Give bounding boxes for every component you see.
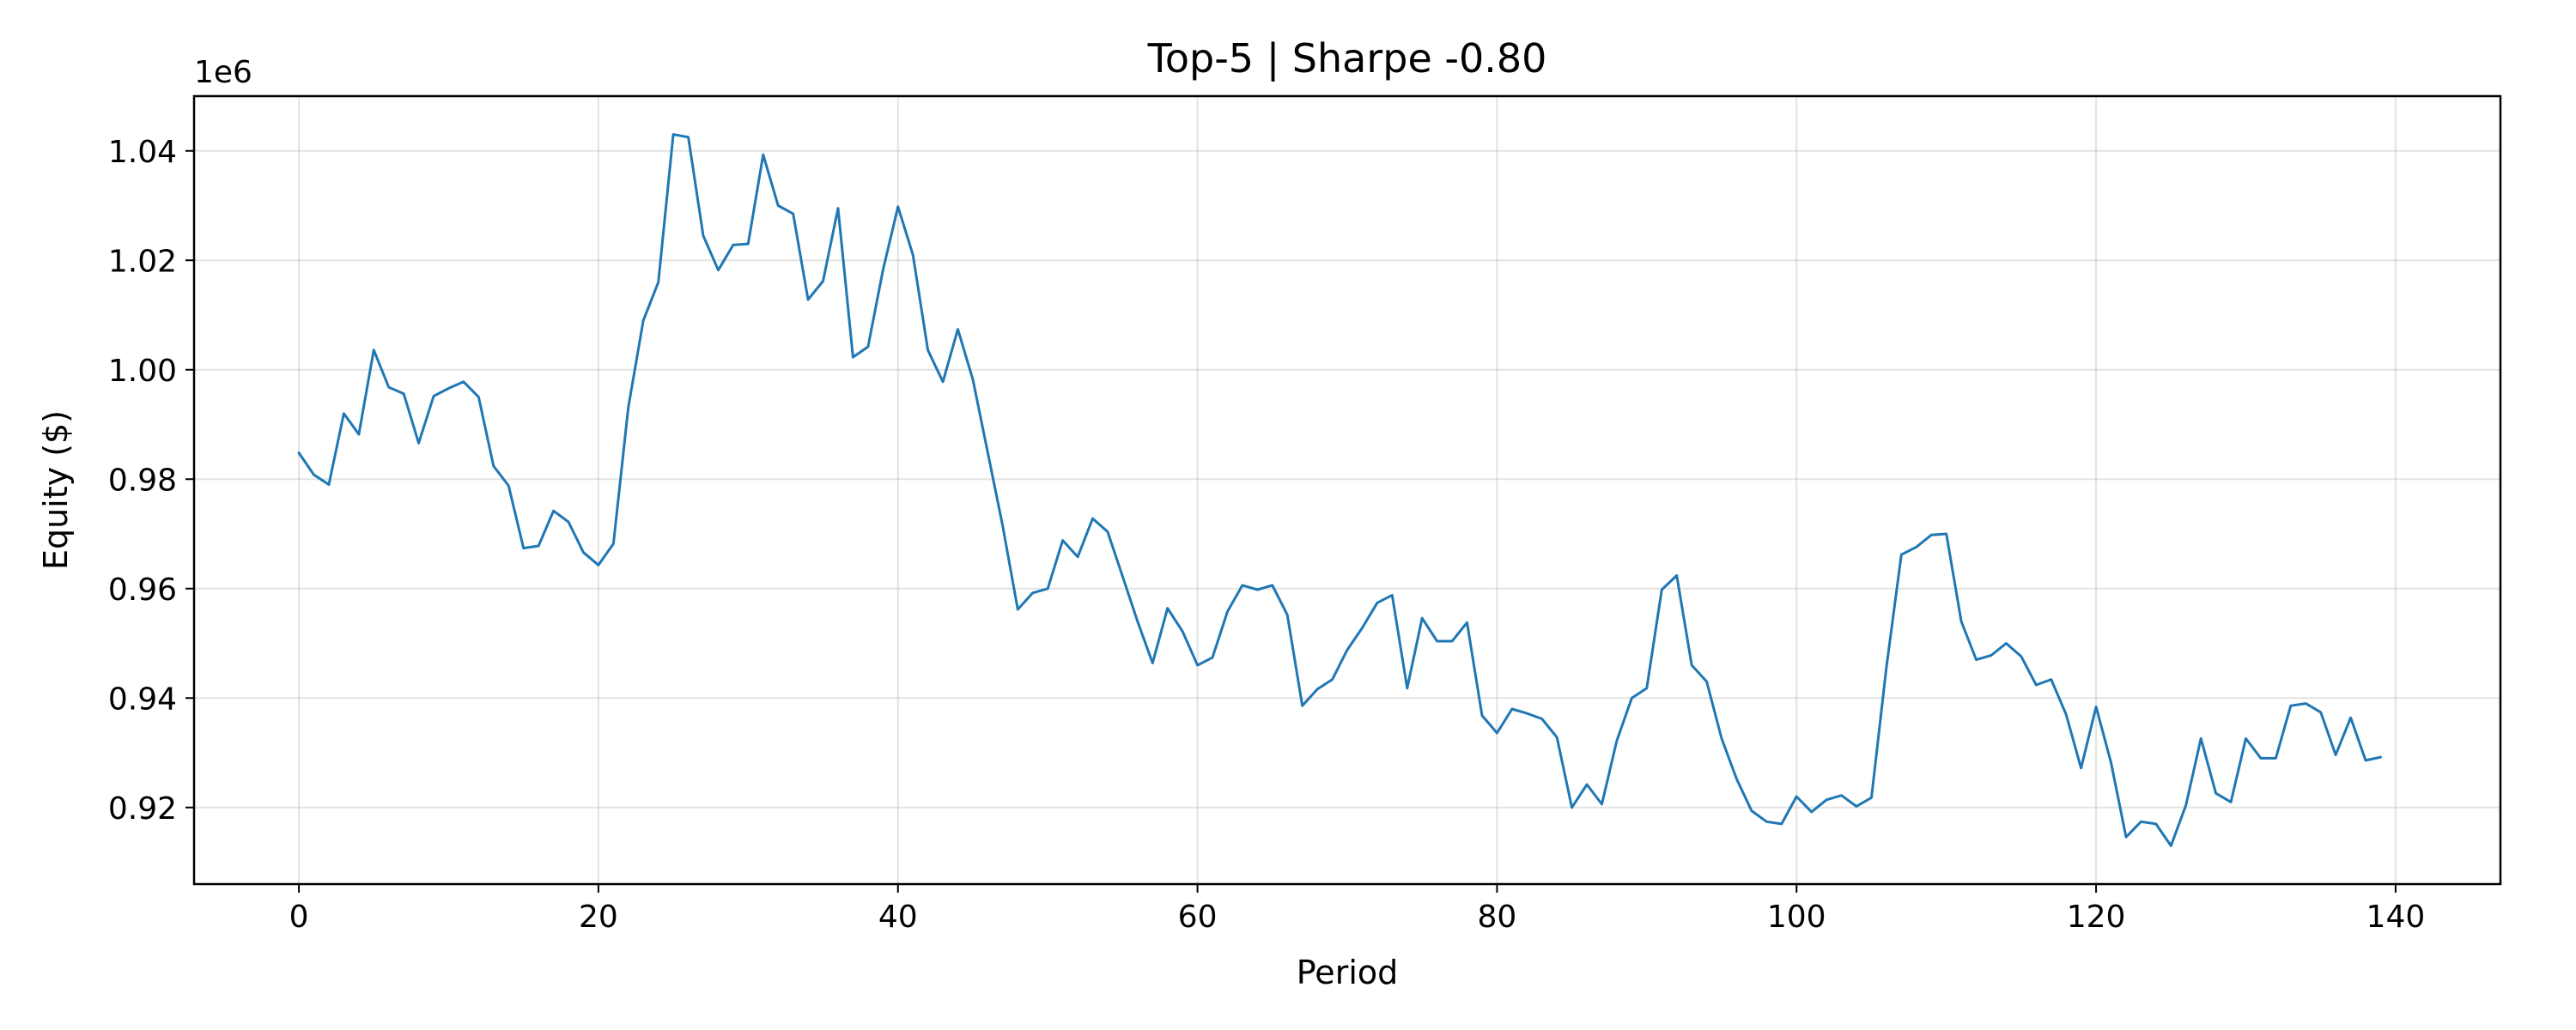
x-tick-label: 80 <box>1478 900 1517 935</box>
series-layer <box>297 133 2382 847</box>
y-tick-label: 0.96 <box>108 573 177 608</box>
x-tick-label: 140 <box>2366 900 2426 935</box>
x-tick-label: 60 <box>1178 900 1218 935</box>
grid-layer <box>194 96 2500 884</box>
x-tick-label: 100 <box>1767 900 1826 935</box>
y-tick-label: 1.00 <box>108 354 177 389</box>
y-axis-label: Equity ($) <box>37 410 75 570</box>
tick-layer: 0 20 40 60 80 100 120 140 0.92 0.94 0.96 0.98 1.00 1.… <box>108 135 2425 935</box>
x-tick-label: 0 <box>289 900 309 935</box>
y-tick-label: 0.94 <box>108 682 177 717</box>
x-axis-label: Period <box>1297 954 1399 991</box>
y-tick-label: 0.92 <box>108 791 177 827</box>
x-tick-label: 120 <box>2067 900 2126 935</box>
x-tick-label: 40 <box>878 900 918 935</box>
y-tick-label: 0.98 <box>108 463 177 498</box>
y-tick-label: 1.04 <box>108 135 177 170</box>
y-axis-offset-label: 1e6 <box>194 55 252 90</box>
x-tick-label: 20 <box>579 900 618 935</box>
plot-frame <box>192 94 2502 886</box>
chart-title: Top-5 | Sharpe -0.80 <box>1147 35 1547 82</box>
equity-series-line <box>297 133 2382 847</box>
y-tick-label: 1.02 <box>108 244 177 279</box>
